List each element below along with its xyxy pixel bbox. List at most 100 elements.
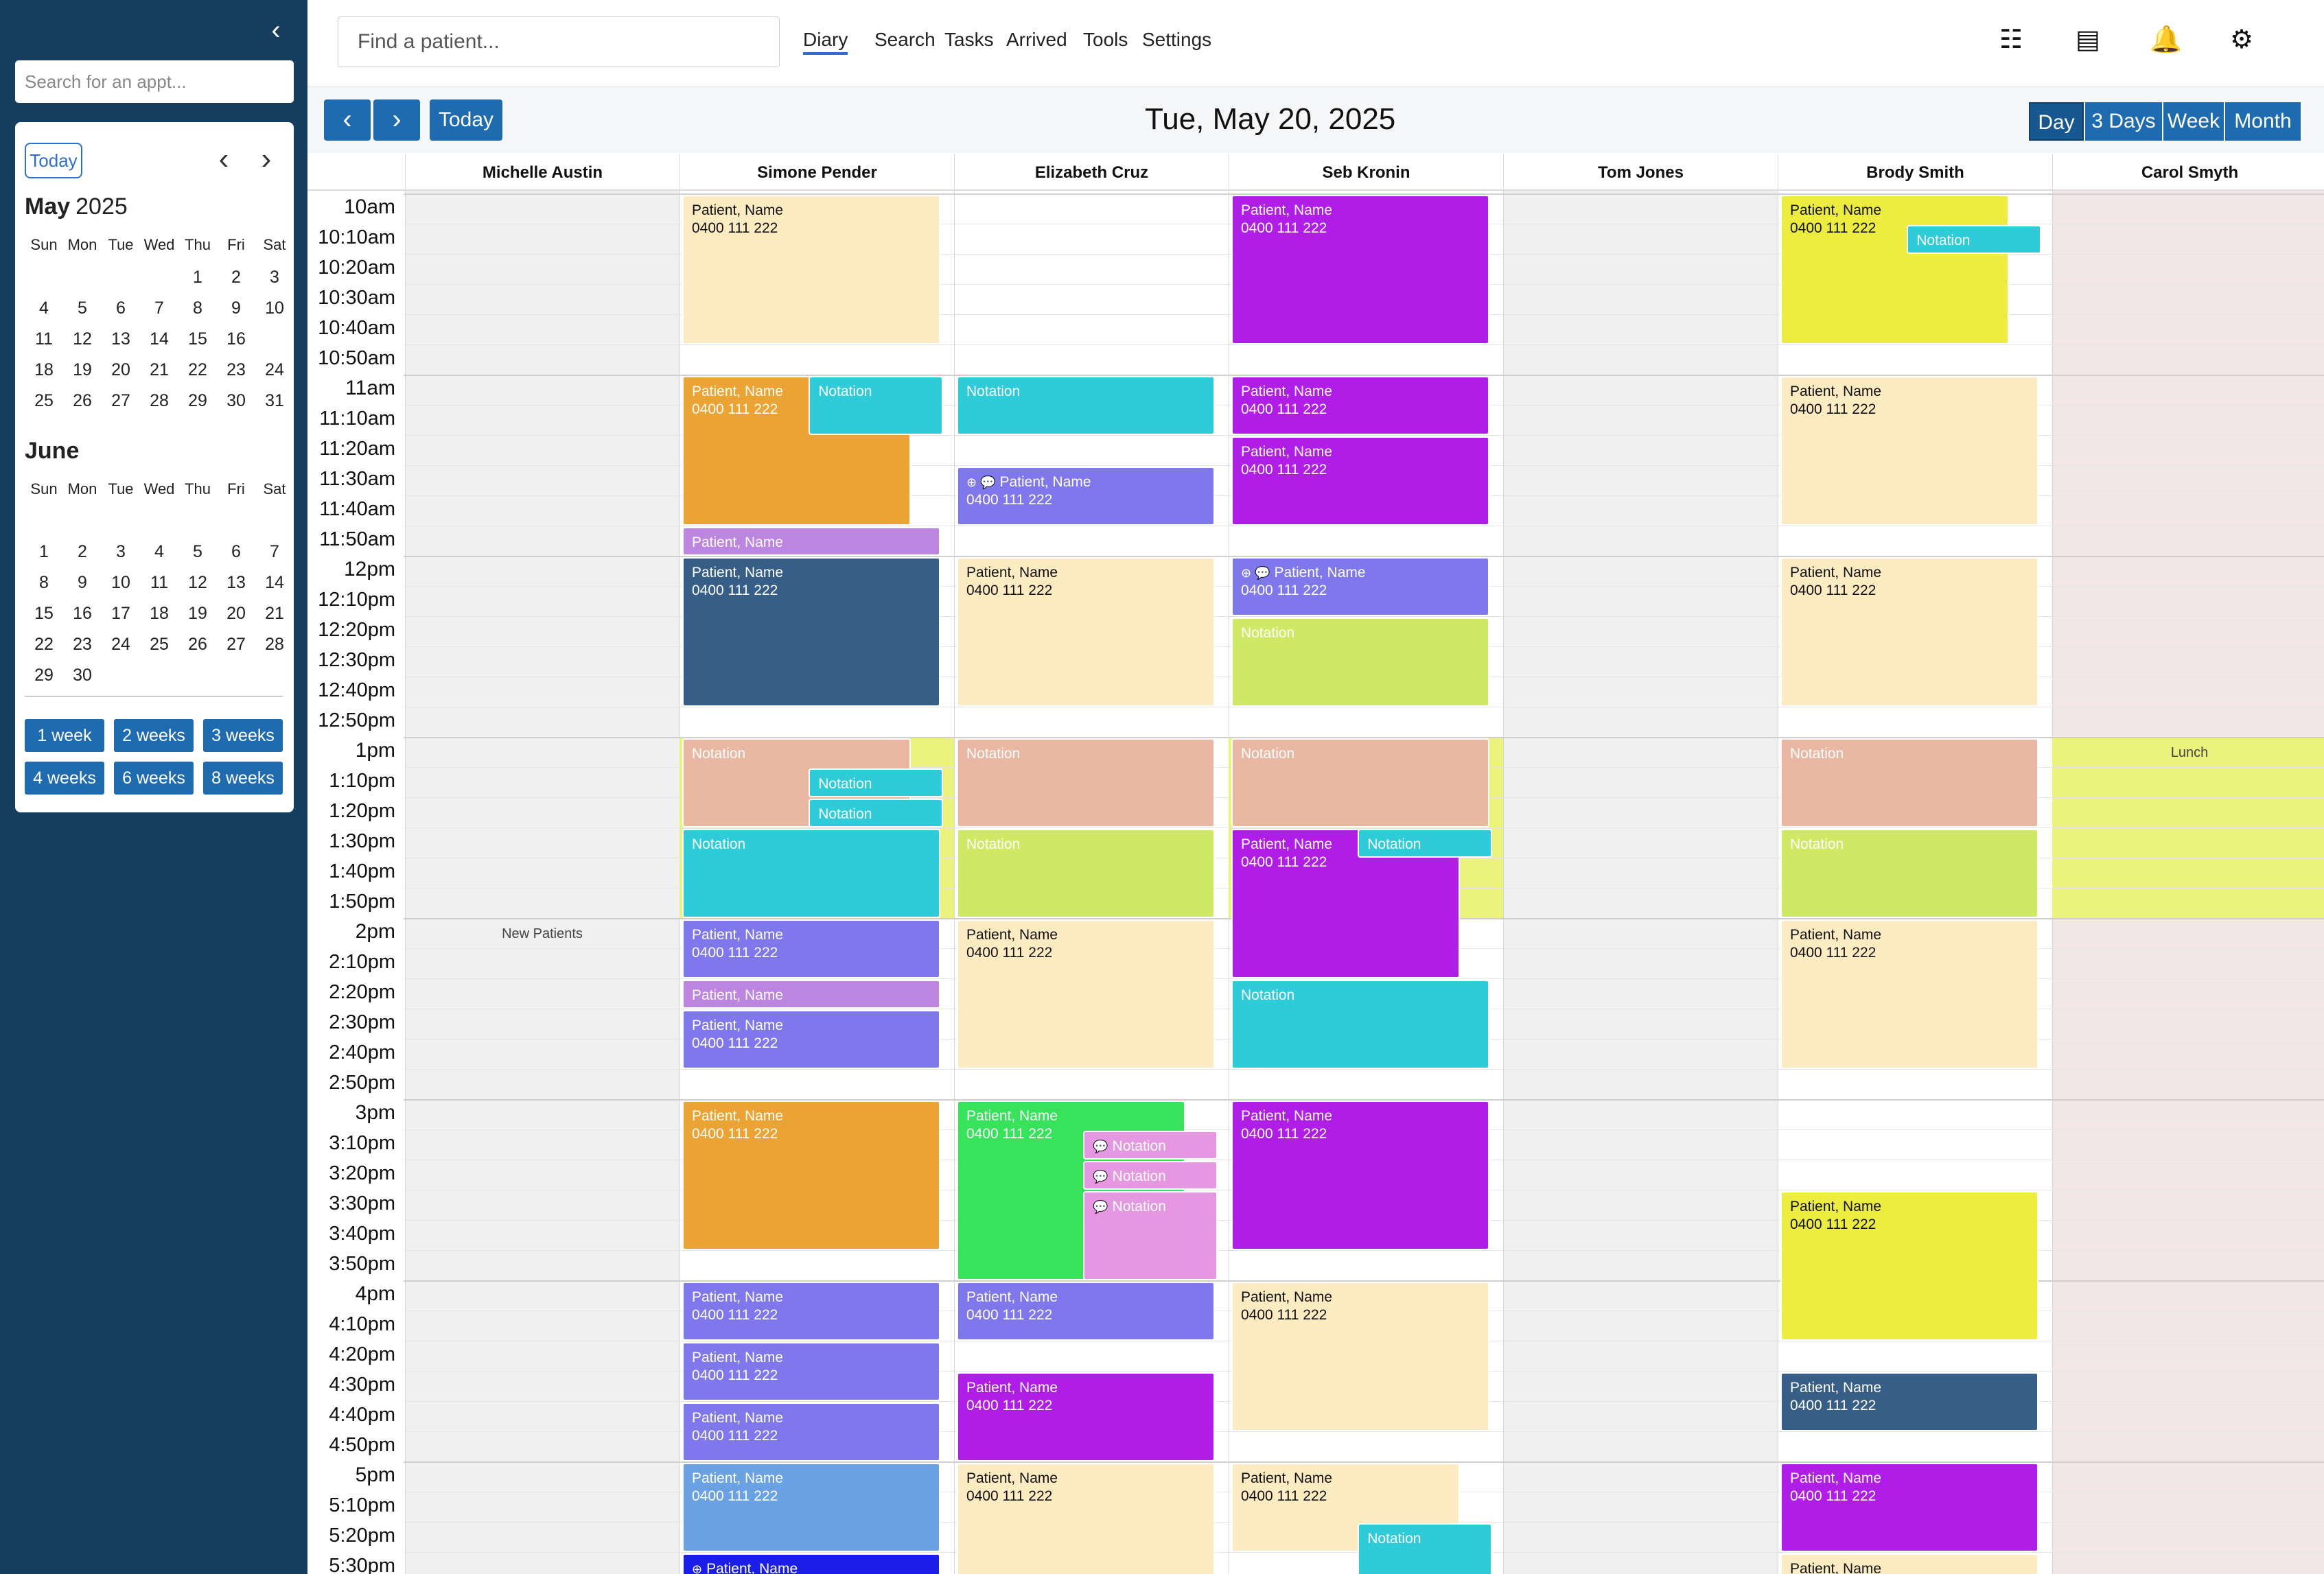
appointment-block[interactable]: Patient, Name 0400 111 222 xyxy=(1231,195,1490,344)
appointment-block[interactable]: Patient, Name 0400 111 222 xyxy=(682,1342,941,1401)
calendar-day[interactable]: 12 xyxy=(188,573,207,592)
calendar-day[interactable]: 1 xyxy=(193,268,202,287)
tab-settings[interactable]: Settings xyxy=(1142,29,1212,50)
view-day[interactable]: Day xyxy=(2029,102,2084,141)
appointment-block[interactable]: Patient, Name 0400 111 222 xyxy=(1780,1191,2039,1341)
calendar-day[interactable]: 7 xyxy=(270,542,279,561)
checklist-icon[interactable]: ☷ xyxy=(1999,25,2023,54)
gear-icon[interactable]: ⚙ xyxy=(2229,25,2254,54)
practitioner-column[interactable] xyxy=(1503,191,1778,1574)
calendar-day[interactable]: 20 xyxy=(226,604,246,623)
notation-block[interactable]: Notation xyxy=(809,768,944,797)
practitioner-header[interactable]: Carol Smyth xyxy=(2052,154,2324,191)
notation-block[interactable]: Notation xyxy=(1231,738,1490,827)
notation-block[interactable]: Notation xyxy=(1907,225,2042,254)
tab-search[interactable]: Search xyxy=(874,29,936,50)
calendar-day[interactable]: 13 xyxy=(111,329,130,349)
calendar-day[interactable]: 19 xyxy=(73,360,92,379)
range-button[interactable]: 4 weeks xyxy=(25,762,104,795)
calendar-day[interactable]: 11 xyxy=(150,573,168,592)
practitioner-column[interactable] xyxy=(405,191,679,1574)
appointment-block[interactable]: Patient, Name 0400 111 222 xyxy=(682,1282,941,1341)
view-3-days[interactable]: 3 Days xyxy=(2085,102,2162,141)
notation-block[interactable]: Notation xyxy=(1358,829,1493,858)
calendar-day[interactable]: 17 xyxy=(111,604,130,623)
calendar-day[interactable]: 7 xyxy=(154,298,164,318)
appointment-block[interactable]: ⊕ 💬 Patient, Name 0400 111 222 xyxy=(1231,557,1490,616)
mini-calendar-today-button[interactable]: Today xyxy=(25,143,82,178)
appointment-block[interactable]: Patient, Name 0400 111 222 xyxy=(682,1010,941,1069)
patient-search-input[interactable] xyxy=(338,16,780,67)
practitioner-header[interactable]: Seb Kronin xyxy=(1229,154,1503,191)
calendar-day[interactable]: 10 xyxy=(111,573,130,592)
appointment-block[interactable]: Patient, Name 0400 111 222 xyxy=(1780,557,2039,707)
calendar-day[interactable]: 24 xyxy=(111,635,130,654)
appointment-block[interactable]: Patient, Name 0400 111 222 xyxy=(957,919,1216,1069)
appointment-block[interactable]: Patient, Name 0400 111 222 xyxy=(1231,1101,1490,1250)
tab-tools[interactable]: Tools xyxy=(1083,29,1128,50)
calendar-day[interactable]: 28 xyxy=(265,635,284,654)
tab-tasks[interactable]: Tasks xyxy=(944,29,994,50)
appointment-block[interactable]: Patient, Name 0400 111 222 xyxy=(1780,376,2039,526)
notation-block[interactable]: Notation xyxy=(957,738,1216,827)
previous-day-button[interactable]: ‹ xyxy=(324,99,371,141)
notation-block[interactable]: Notation xyxy=(1231,618,1490,707)
view-month[interactable]: Month xyxy=(2225,102,2301,141)
practitioner-header[interactable]: Simone Pender xyxy=(679,154,954,191)
chevron-left-icon[interactable]: ‹ xyxy=(218,142,229,176)
appointment-block[interactable]: Patient, Name 0400 111 222 xyxy=(957,1463,1216,1574)
notation-block[interactable]: 💬 Notation xyxy=(1083,1131,1218,1160)
chevron-right-icon[interactable]: › xyxy=(261,142,272,176)
calendar-day[interactable]: 15 xyxy=(34,604,54,623)
calendar-day[interactable]: 26 xyxy=(73,391,92,410)
calendar-day[interactable]: 14 xyxy=(150,329,169,349)
appointment-block[interactable]: Patient, Name 0400 111 222 xyxy=(1231,1463,1461,1552)
range-button[interactable]: 6 weeks xyxy=(114,762,194,795)
appointment-block[interactable]: Patient, Name 0400 111 222 xyxy=(957,1101,1186,1280)
calendar-day[interactable]: 6 xyxy=(231,542,241,561)
calendar-day[interactable]: 12 xyxy=(73,329,92,349)
calendar-day[interactable]: 5 xyxy=(193,542,202,561)
notation-block[interactable]: Notation xyxy=(1231,980,1490,1069)
table-icon[interactable]: ▤ xyxy=(2076,25,2100,54)
calendar-day[interactable]: 3 xyxy=(116,542,126,561)
calendar-day[interactable]: 16 xyxy=(226,329,246,349)
notation-block[interactable]: Notation xyxy=(1780,829,2039,918)
calendar-day[interactable]: 8 xyxy=(193,298,202,318)
calendar-day[interactable]: 24 xyxy=(265,360,284,379)
calendar-day[interactable]: 18 xyxy=(34,360,54,379)
practitioner-header[interactable]: Elizabeth Cruz xyxy=(954,154,1229,191)
calendar-day[interactable]: 8 xyxy=(39,573,49,592)
appointment-block[interactable]: Patient, Name 0400 111 222 xyxy=(957,1282,1216,1341)
calendar-day[interactable]: 2 xyxy=(78,542,87,561)
appointment-block[interactable]: Patient, Name 0400 111 222 xyxy=(1780,919,2039,1069)
notation-block[interactable]: Notation xyxy=(809,376,944,435)
calendar-day[interactable]: 30 xyxy=(226,391,246,410)
calendar-day[interactable]: 20 xyxy=(111,360,130,379)
calendar-day[interactable]: 27 xyxy=(111,391,130,410)
appointment-block[interactable]: Patient, Name 0400 111 222 xyxy=(1780,1463,2039,1552)
today-button[interactable]: Today xyxy=(430,99,502,141)
appointment-block[interactable]: Patient, Name 0400 111 222 xyxy=(1231,436,1490,526)
calendar-day[interactable]: 23 xyxy=(226,360,246,379)
notation-block[interactable]: 💬 Notation xyxy=(1083,1161,1218,1190)
calendar-day[interactable]: 22 xyxy=(188,360,207,379)
calendar-day[interactable]: 14 xyxy=(265,573,284,592)
appointment-block[interactable]: Patient, Name 0400 111 222 xyxy=(1231,376,1490,435)
view-week[interactable]: Week xyxy=(2163,102,2224,141)
calendar-day[interactable]: 16 xyxy=(73,604,92,623)
notation-block[interactable]: Notation xyxy=(957,376,1216,435)
calendar-day[interactable]: 21 xyxy=(150,360,169,379)
calendar-day[interactable]: 21 xyxy=(265,604,284,623)
appointment-block[interactable]: Patient, Name 0400 111 222 xyxy=(957,557,1216,707)
tab-arrived[interactable]: Arrived xyxy=(1006,29,1067,50)
calendar-day[interactable]: 23 xyxy=(73,635,92,654)
calendar-day[interactable]: 10 xyxy=(265,298,284,318)
notation-block[interactable]: Notation xyxy=(682,829,941,918)
collapse-sidebar-icon[interactable]: ‹ xyxy=(271,15,281,45)
appointment-block[interactable]: Patient, Name 0400 111 222 xyxy=(682,1463,941,1552)
calendar-day[interactable]: 5 xyxy=(78,298,87,318)
range-button[interactable]: 8 weeks xyxy=(203,762,283,795)
appointment-block[interactable]: Patient, Name 0400 111 222 xyxy=(682,557,941,707)
notation-block[interactable]: Notation xyxy=(957,829,1216,918)
